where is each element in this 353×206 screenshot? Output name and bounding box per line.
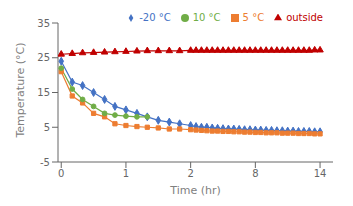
svg-text:1: 1 — [123, 168, 129, 179]
svg-text:Temperature (°C): Temperature (°C) — [14, 43, 27, 139]
html-text:5 °C: 5 °C — [242, 12, 265, 23]
svg-text:14: 14 — [314, 168, 327, 179]
svg-text:25: 25 — [37, 52, 50, 63]
svg-text:15: 15 — [37, 87, 50, 98]
svg-text:5: 5 — [44, 122, 50, 133]
html-text:outside: outside — [286, 12, 323, 23]
svg-text:35: 35 — [37, 18, 50, 29]
svg-text:0: 0 — [58, 168, 64, 179]
svg-text:-5: -5 — [40, 157, 50, 168]
svg-text:Time (hr): Time (hr) — [169, 184, 221, 197]
html-text:-20 °C: -20 °C — [139, 12, 171, 23]
html-text:10 °C: 10 °C — [192, 12, 221, 23]
svg-text:8: 8 — [252, 168, 258, 179]
svg-text:2: 2 — [187, 168, 193, 179]
